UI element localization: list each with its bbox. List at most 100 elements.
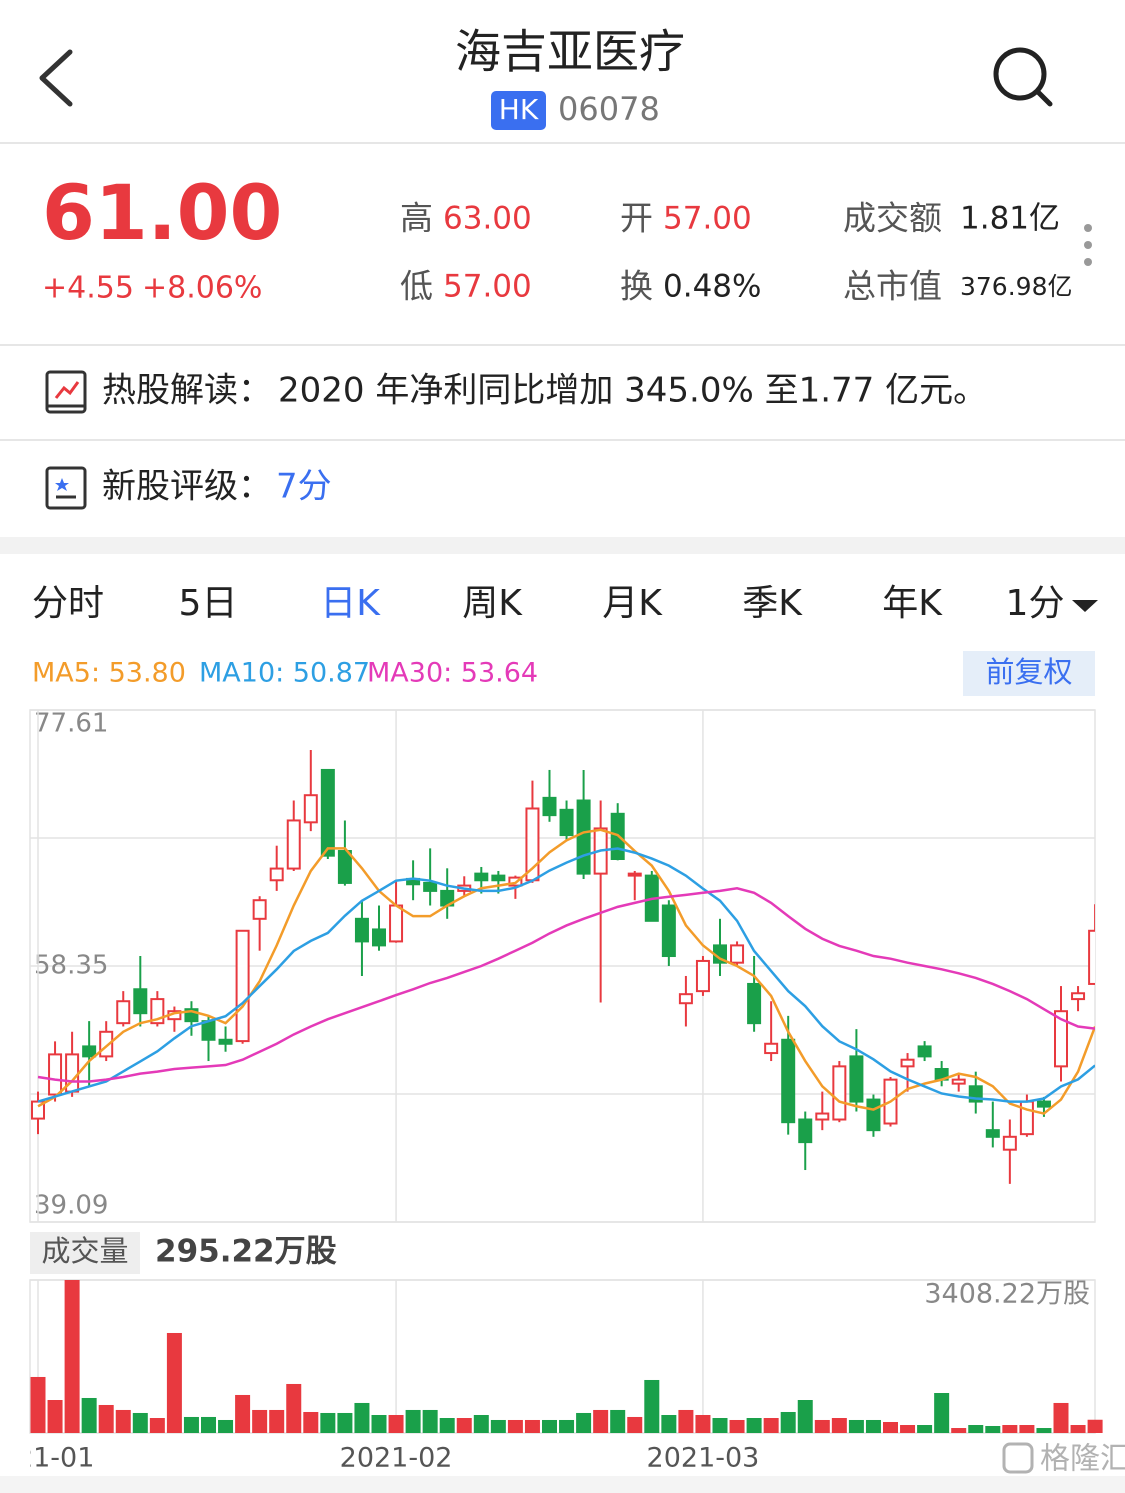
candle-body <box>764 1042 779 1055</box>
volume-bar <box>269 1409 285 1433</box>
rating-value[interactable]: 7分 <box>276 467 332 507</box>
legend-entry: MA10: 50.87 <box>199 658 370 689</box>
candle-body <box>627 872 642 877</box>
period-tab[interactable]: 月K <box>602 583 663 624</box>
stat-label: 高 <box>400 199 433 238</box>
candle-body <box>832 1065 847 1121</box>
volume-latest: 295.22万股 <box>155 1234 337 1270</box>
volume-bar <box>405 1409 421 1433</box>
period-tab[interactable]: 5日 <box>179 583 238 624</box>
volume-bar <box>490 1419 506 1433</box>
adjust-label: 前复权 <box>985 655 1072 689</box>
volume-tag <box>30 1232 140 1274</box>
volume-bar <box>951 1428 967 1433</box>
candle-body <box>576 799 591 875</box>
period-tab[interactable]: 1分 <box>1006 583 1065 624</box>
candles <box>31 750 1095 1184</box>
volume-bar <box>593 1409 609 1433</box>
volume-bar <box>1019 1425 1035 1433</box>
candle-body <box>695 959 710 993</box>
volume-bar <box>1070 1425 1086 1433</box>
x-tick-label: 2021-01 <box>0 1443 94 1474</box>
volume-bar <box>780 1411 796 1433</box>
volume-bar <box>422 1409 438 1433</box>
ma-line <box>37 847 1095 1103</box>
volume-bar <box>98 1404 114 1433</box>
volume-bar <box>388 1414 404 1433</box>
x-tick-label: 2021-03 <box>647 1443 760 1474</box>
back-button[interactable] <box>39 49 73 107</box>
stock-title: 海吉亚医疗 <box>455 25 685 79</box>
volume-bar <box>678 1409 694 1433</box>
volume-bar <box>320 1412 336 1433</box>
candle-body <box>542 796 557 817</box>
candle-body <box>116 1000 131 1025</box>
candle-body <box>133 988 148 1015</box>
volume-bar <box>218 1419 234 1433</box>
ma-line <box>37 886 1095 1083</box>
candle-body <box>372 928 386 947</box>
volume-bar <box>303 1411 319 1433</box>
candle-body <box>951 1078 966 1085</box>
candle-body <box>286 819 301 870</box>
period-tab[interactable]: 日K <box>320 583 381 624</box>
candle-body <box>985 1129 1000 1138</box>
volume-bar <box>883 1422 898 1433</box>
period-tab[interactable]: 分时 <box>32 583 104 624</box>
legend-entry: MA5: 53.80 <box>32 658 186 689</box>
more-button[interactable] <box>1084 224 1092 266</box>
volume-bar <box>610 1409 626 1433</box>
candle-body <box>1071 992 1086 1001</box>
candle-body <box>900 1058 915 1068</box>
candle-body <box>491 874 506 882</box>
volume-bar <box>473 1414 489 1433</box>
period-tab[interactable]: 周K <box>462 583 523 624</box>
candle-body <box>354 917 369 943</box>
period-tab[interactable]: 季K <box>742 583 803 624</box>
candle-body <box>389 904 404 943</box>
volume-bar <box>1053 1402 1069 1433</box>
volume-bar <box>81 1397 97 1433</box>
candle-body <box>849 1055 864 1103</box>
stat-value: 1.81亿 <box>960 201 1060 237</box>
kline-chart: 77.6158.3539.093408.22万股2021-012021-0220… <box>0 709 1103 1474</box>
change: +4.55 <box>42 271 134 306</box>
candle-body <box>815 1112 830 1121</box>
period-tabs: 分时 5日 日K 周K 月K 季K 年K 1分 <box>32 583 1064 624</box>
change-pct: +8.06% <box>142 271 262 306</box>
volume-bar <box>746 1418 762 1433</box>
stat-value: 57.00 <box>443 269 532 305</box>
volume-bar <box>201 1416 216 1433</box>
dropdown-arrow[interactable] <box>1072 600 1098 612</box>
volume-bar <box>524 1419 540 1433</box>
search-button[interactable] <box>993 47 1053 107</box>
candle-body <box>82 1045 97 1058</box>
candle-body <box>218 1038 233 1045</box>
volume-bar <box>985 1425 1001 1433</box>
adjust-button[interactable] <box>963 651 1095 696</box>
stat-label: 低 <box>400 267 433 306</box>
watermark-text: 格隆汇 <box>1040 1442 1125 1477</box>
candle-body <box>1019 1100 1034 1136</box>
volume-bar <box>814 1419 830 1433</box>
candle-body <box>798 1118 813 1144</box>
volume-bar <box>729 1419 745 1433</box>
volume-bar <box>30 1376 46 1433</box>
volume-bar <box>337 1412 353 1433</box>
candle-body <box>917 1045 932 1058</box>
candle-body <box>474 872 489 882</box>
candle-body <box>201 1020 216 1041</box>
candle-body <box>559 808 574 837</box>
stock-code: 06078 <box>558 90 660 128</box>
volume-bar <box>763 1418 779 1433</box>
candle-body <box>1036 1100 1051 1108</box>
candle-body <box>1054 1010 1068 1068</box>
volume-bar <box>917 1425 933 1433</box>
period-tab[interactable]: 年K <box>882 583 943 624</box>
stat-label: 换 <box>620 267 653 306</box>
y-tick-label: 39.09 <box>34 1191 108 1221</box>
volume-bar <box>456 1418 472 1433</box>
candle-body <box>252 899 267 920</box>
